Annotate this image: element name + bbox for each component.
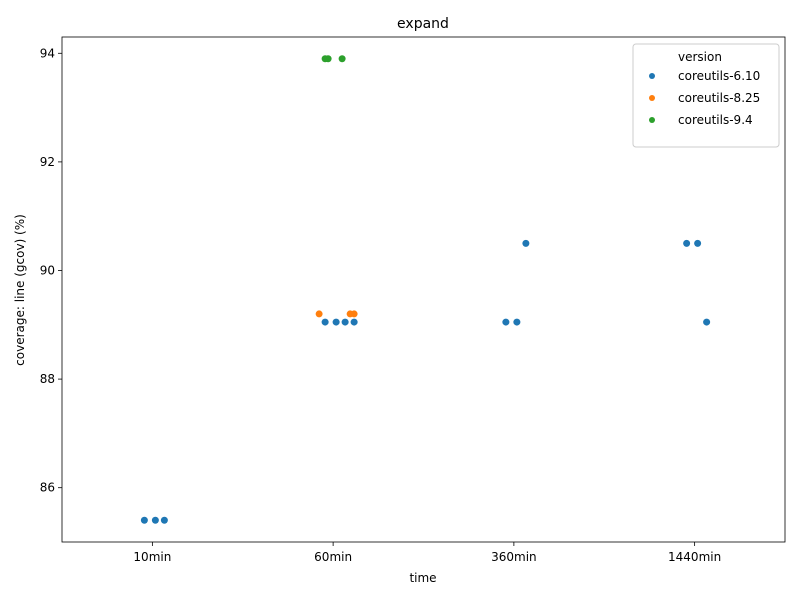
data-point bbox=[346, 310, 354, 318]
data-point bbox=[338, 55, 346, 63]
data-point bbox=[502, 318, 510, 326]
data-point bbox=[321, 55, 329, 63]
legend-title: version bbox=[678, 50, 722, 64]
data-point bbox=[315, 310, 323, 318]
legend-entry: coreutils-6.10 bbox=[678, 69, 760, 83]
chart-title: expand bbox=[397, 16, 449, 32]
x-tick-label: 360min bbox=[491, 550, 537, 564]
data-point bbox=[513, 318, 521, 326]
x-tick-label: 1440min bbox=[668, 550, 721, 564]
legend-box bbox=[632, 43, 780, 148]
data-point bbox=[341, 318, 349, 326]
data-point bbox=[694, 239, 702, 247]
legend-entry: coreutils-9.4 bbox=[678, 113, 753, 127]
data-point bbox=[332, 318, 340, 326]
data-point bbox=[321, 318, 329, 326]
y-axis-label: coverage: line (gcov) (%) bbox=[13, 214, 27, 366]
legend-marker bbox=[649, 73, 655, 79]
plot-area: 86 88 90 92 94 10min 60min 360min 1440min bbox=[40, 36, 786, 564]
legend-entry: coreutils-8.25 bbox=[678, 91, 760, 105]
data-point bbox=[140, 516, 148, 524]
legend-marker bbox=[649, 95, 655, 101]
y-tick-label: 88 bbox=[40, 372, 55, 386]
y-tick-label: 86 bbox=[40, 481, 55, 495]
data-point bbox=[350, 318, 358, 326]
data-point bbox=[151, 516, 159, 524]
legend-marker bbox=[649, 117, 655, 123]
y-tick-label: 92 bbox=[40, 155, 55, 169]
x-tick-label: 10min bbox=[133, 550, 171, 564]
data-point bbox=[160, 516, 168, 524]
axes-frame bbox=[61, 36, 786, 543]
data-point bbox=[703, 318, 711, 326]
y-tick-label: 90 bbox=[40, 263, 55, 277]
data-point bbox=[522, 239, 530, 247]
x-axis-label: time bbox=[409, 571, 436, 585]
data-point bbox=[683, 239, 691, 247]
y-tick-label: 94 bbox=[40, 46, 55, 60]
x-tick-label: 60min bbox=[314, 550, 352, 564]
legend: version coreutils-6.10 coreutils-8.25 coreu… bbox=[632, 43, 780, 148]
